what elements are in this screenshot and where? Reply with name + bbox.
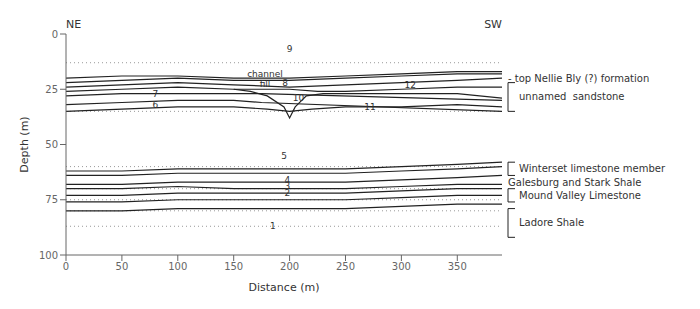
svg-text:200: 200: [280, 261, 299, 272]
svg-text:250: 250: [336, 261, 355, 272]
svg-text:75: 75: [45, 194, 58, 205]
svg-text:Galesburg and Stark Shale: Galesburg and Stark Shale: [508, 177, 641, 188]
svg-text:7: 7: [153, 89, 159, 99]
svg-text:50: 50: [45, 139, 58, 150]
svg-text:3: 3: [284, 181, 291, 192]
svg-text:100: 100: [39, 250, 58, 261]
svg-text:6: 6: [153, 100, 159, 110]
svg-text:channelfill: channelfill: [247, 69, 283, 89]
svg-text:Mound Valley Limestone: Mound Valley Limestone: [519, 190, 641, 201]
svg-text:- top Nellie Bly (?) formation: - top Nellie Bly (?) formation: [508, 73, 649, 84]
svg-text:11: 11: [364, 102, 375, 112]
svg-text:8: 8: [282, 78, 288, 88]
svg-text:5: 5: [281, 151, 287, 161]
svg-text:Winterset limestone member: Winterset limestone member: [519, 163, 666, 174]
svg-text:300: 300: [392, 261, 411, 272]
svg-text:SW: SW: [484, 18, 502, 31]
svg-text:50: 50: [116, 261, 129, 272]
svg-text:2: 2: [284, 188, 290, 198]
svg-text:100: 100: [168, 261, 187, 272]
svg-text:10: 10: [293, 93, 305, 103]
svg-text:NE: NE: [66, 18, 81, 31]
svg-text:Ladore Shale: Ladore Shale: [519, 217, 584, 228]
svg-text:1: 1: [270, 221, 276, 231]
svg-text:150: 150: [224, 261, 243, 272]
svg-text:350: 350: [448, 261, 467, 272]
svg-text:4: 4: [284, 174, 291, 185]
svg-text:9: 9: [287, 44, 293, 54]
svg-text:0: 0: [52, 29, 58, 40]
svg-text:12: 12: [405, 80, 416, 90]
svg-text:unnamed sandstone: unnamed sandstone: [519, 91, 625, 102]
svg-text:Distance (m): Distance (m): [249, 281, 320, 294]
svg-text:0: 0: [63, 261, 69, 272]
svg-text:25: 25: [45, 84, 58, 95]
svg-text:Depth (m): Depth (m): [18, 116, 31, 172]
